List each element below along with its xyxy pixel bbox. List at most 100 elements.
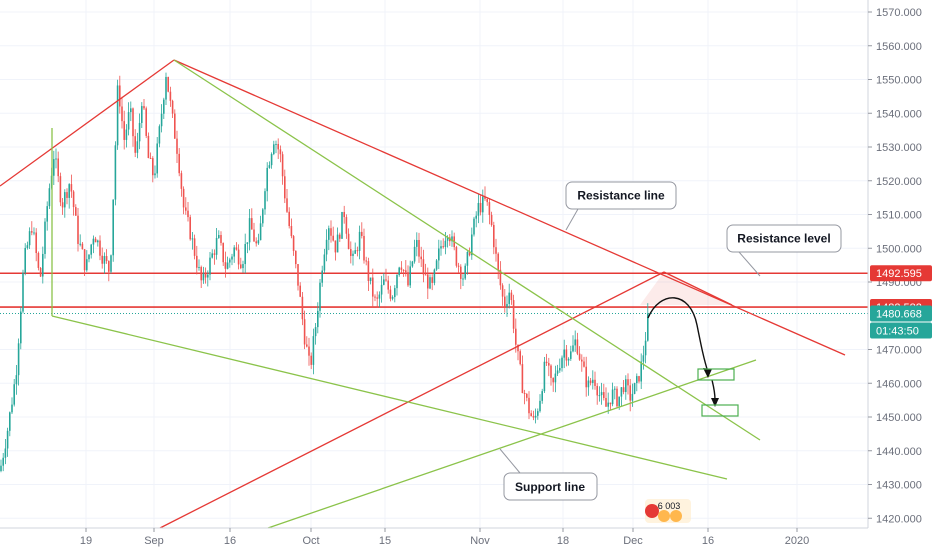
candle-body (347, 233, 350, 250)
candle-body (532, 416, 535, 418)
candle-body (90, 244, 92, 255)
candle-body (149, 158, 152, 160)
y-tick-label: 1430.000 (876, 480, 922, 492)
candle-body (297, 264, 299, 286)
red-rising-line-right (159, 271, 665, 529)
x-tick-label: 15 (379, 535, 391, 547)
candle-body (435, 260, 438, 270)
candle-body (644, 340, 647, 356)
coin-icon (658, 510, 670, 522)
candle-body (174, 113, 176, 139)
candle-body (488, 202, 491, 215)
candle-body (200, 266, 202, 281)
candle-body (475, 215, 477, 219)
candle-body (394, 288, 396, 298)
candle-body (457, 265, 460, 267)
candle-body (44, 221, 46, 254)
resistance-line-callout-box (565, 181, 677, 210)
watermark-logo: 6 003 (645, 499, 691, 523)
candle-body (281, 154, 284, 177)
candle-body (94, 238, 97, 243)
candle-body (378, 294, 381, 299)
candle-body (171, 100, 174, 114)
candle-body (521, 364, 524, 394)
support-line-callout-pointer (499, 448, 521, 474)
candle-body (257, 240, 260, 244)
candle-body (288, 211, 290, 227)
candle-body (431, 277, 433, 283)
candle-body (11, 404, 13, 413)
candle-body (246, 242, 249, 245)
candle-body (264, 191, 266, 210)
candle-body (550, 365, 552, 378)
x-tick-label: Nov (470, 535, 490, 547)
candle-body (438, 248, 440, 261)
candle-body (424, 274, 427, 276)
candle-body (609, 402, 612, 405)
candle-body (35, 232, 37, 254)
candle-body (218, 235, 220, 238)
x-tick-label: 18 (557, 535, 569, 547)
candle-body (211, 253, 213, 258)
candle-body (251, 218, 253, 230)
candle-body (255, 241, 257, 244)
candle-body (400, 267, 403, 270)
candle-body (15, 375, 18, 385)
price-tag-bg (870, 265, 932, 282)
candle-body (70, 184, 73, 192)
chart-grid (0, 0, 868, 528)
candle-body (229, 259, 231, 263)
candle-body (539, 400, 541, 412)
candle-body (574, 339, 576, 346)
candle-body (290, 226, 293, 237)
candle-body (603, 392, 605, 398)
candle-body (374, 296, 376, 298)
candle-body (471, 234, 473, 256)
candle-body (79, 243, 81, 245)
candle-body (334, 240, 337, 253)
candle-body (213, 253, 216, 255)
candle-body (275, 143, 277, 145)
candle-body (484, 196, 486, 199)
red-rising-line-left (0, 59, 175, 187)
candle-body (31, 231, 33, 233)
candle-body (292, 236, 295, 251)
candle-body (627, 379, 629, 386)
candle-body (6, 430, 9, 449)
candle-body (231, 256, 233, 260)
candle-body (504, 296, 506, 307)
candle-body (253, 229, 255, 242)
candle-body (55, 158, 57, 160)
candle-body (160, 113, 163, 127)
projection-arrow-path (647, 297, 709, 373)
candle-body (482, 196, 484, 213)
watermark-text: 6 003 (658, 501, 681, 511)
candle-body (629, 385, 631, 401)
candle-body (422, 259, 425, 275)
candle-body (167, 76, 169, 92)
target-box-2 (701, 404, 739, 417)
candle-body (389, 289, 392, 299)
candle-body (270, 154, 273, 166)
green-falling-support (51, 315, 728, 480)
candle-body (226, 262, 229, 269)
candle-body (2, 457, 4, 466)
candle-body (376, 297, 378, 299)
candle-body (508, 292, 510, 304)
resistance-line (173, 59, 846, 356)
candle-body (499, 269, 502, 286)
candle-body (319, 282, 321, 311)
candle-body (68, 184, 70, 198)
candle-body (618, 396, 620, 407)
breakout-zone (640, 272, 732, 305)
candle-body (39, 267, 42, 277)
candle-body (92, 238, 95, 245)
candle-body (446, 237, 449, 241)
candle-body (158, 126, 161, 144)
candle-body (570, 351, 572, 359)
candle-body (468, 252, 471, 256)
candle-body (477, 202, 480, 216)
candle-body (372, 277, 374, 297)
candle-body (561, 357, 563, 369)
